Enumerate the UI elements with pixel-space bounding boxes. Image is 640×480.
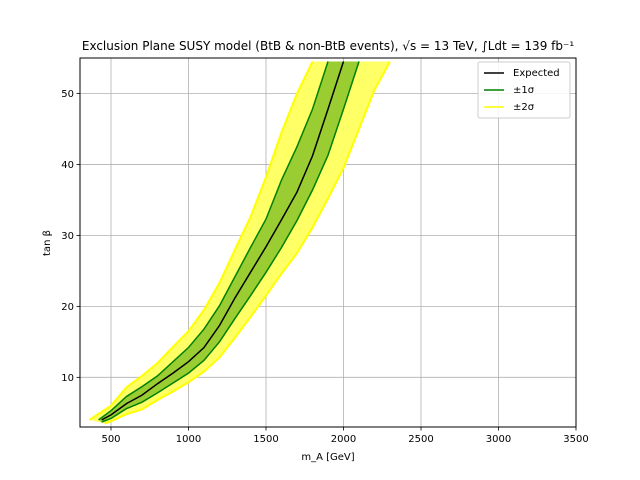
x-tick-label: 3500 bbox=[563, 434, 588, 445]
two-sigma-lower-line bbox=[104, 61, 391, 425]
x-tick-label: 500 bbox=[101, 434, 120, 445]
y-tick-label: 40 bbox=[61, 160, 74, 171]
y-axis: 10 20 30 40 50 bbox=[61, 89, 80, 384]
x-tick-label: 3000 bbox=[486, 434, 511, 445]
y-axis-label: tan β bbox=[42, 230, 53, 256]
two-sigma-upper-line bbox=[88, 61, 314, 421]
x-axis: 500 1000 1500 2000 2500 3000 3500 bbox=[101, 427, 589, 445]
x-tick-label: 1000 bbox=[176, 434, 201, 445]
chart-title: Exclusion Plane SUSY model (BtB & non-Bt… bbox=[82, 39, 574, 53]
plot-frame bbox=[79, 57, 577, 428]
x-tick-label: 2000 bbox=[331, 434, 356, 445]
y-tick-label: 10 bbox=[61, 373, 74, 384]
legend: Expected ±1σ ±2σ bbox=[477, 61, 571, 119]
legend-label-two-sigma: ±2σ bbox=[513, 102, 535, 113]
legend-box bbox=[477, 61, 571, 119]
y-tick-label: 30 bbox=[61, 231, 74, 242]
y-tick-label: 20 bbox=[61, 302, 74, 313]
one-sigma-band bbox=[98, 61, 359, 422]
x-axis-label: m_A [GeV] bbox=[301, 452, 354, 463]
one-sigma-upper-line bbox=[98, 61, 329, 421]
one-sigma-lower-line bbox=[101, 61, 360, 423]
band-layer bbox=[89, 61, 391, 424]
y-tick-label: 50 bbox=[61, 89, 74, 100]
legend-label-expected: Expected bbox=[513, 68, 560, 79]
expected-line bbox=[101, 61, 345, 421]
x-tick-label: 2500 bbox=[408, 434, 433, 445]
legend-label-one-sigma: ±1σ bbox=[513, 85, 535, 96]
line-layer bbox=[88, 61, 391, 425]
x-tick-label: 1500 bbox=[253, 434, 278, 445]
